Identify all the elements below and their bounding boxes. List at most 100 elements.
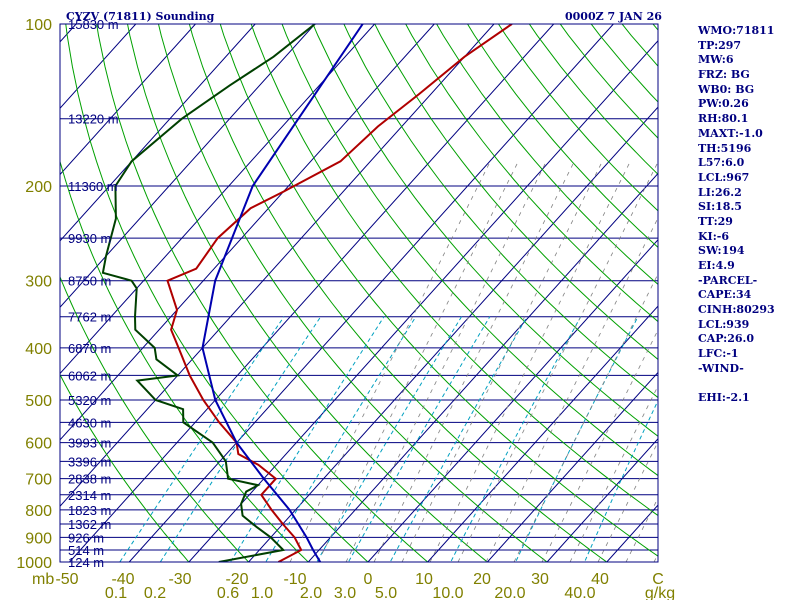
index-line: SW:194 xyxy=(698,244,745,258)
isotherm-line xyxy=(427,305,658,562)
index-line: PW:0.26 xyxy=(698,97,749,111)
index-line: MAXT:-1.0 xyxy=(698,126,763,140)
series-temperature-line xyxy=(166,24,513,562)
index-line: EHI:-2.1 xyxy=(698,391,750,405)
pressure-tick-label: 700 xyxy=(25,472,52,489)
moist-adiabat xyxy=(345,161,547,562)
isotherm-line xyxy=(188,40,658,562)
height-label: 1362 m xyxy=(68,517,111,532)
mixing-ratio-label: 2.0 xyxy=(300,585,322,600)
chart-title: CYZV (71811) Sounding xyxy=(66,10,215,23)
mixing-ratio-label: 5.0 xyxy=(375,585,397,600)
temperature-tick-label: -40 xyxy=(111,571,134,588)
temperature-tick-label: -20 xyxy=(225,571,248,588)
isotherm-line xyxy=(60,24,495,507)
index-line: CAP:26.0 xyxy=(698,332,755,346)
temperature-tick-label: -30 xyxy=(168,571,191,588)
index-line: EI:4.9 xyxy=(698,259,735,272)
index-line: CAPE:34 xyxy=(698,288,752,302)
dry-adiabat xyxy=(343,24,658,399)
moist-adiabat xyxy=(513,273,658,562)
mixing-ratio-line xyxy=(450,316,582,562)
height-label: 2838 m xyxy=(68,472,111,487)
mixing-ratio-label: 10.0 xyxy=(432,585,463,600)
moist-adiabat xyxy=(569,385,658,562)
dry-adiabat xyxy=(65,24,369,562)
isotherm-line xyxy=(248,106,658,562)
dry-adiabat xyxy=(405,24,658,323)
chart-time: 0000Z 7 JAN 26 xyxy=(565,10,662,23)
moist-adiabat xyxy=(401,161,603,562)
pressure-tick-label: 1000 xyxy=(16,555,52,572)
pressure-tick-label: 100 xyxy=(25,17,52,34)
mixing-ratio-line xyxy=(159,316,322,562)
height-label: 3396 m xyxy=(68,454,111,469)
temperature-tick-label: -50 xyxy=(55,571,78,588)
series-parcel-line xyxy=(201,24,364,562)
isotherm-line xyxy=(128,24,614,562)
moist-adiabat xyxy=(373,161,575,562)
pressure-tick-label: 200 xyxy=(25,179,52,196)
temperature-tick-label: 20 xyxy=(473,571,491,588)
index-line: -PARCEL- xyxy=(698,273,758,287)
index-line: LCL:967 xyxy=(698,170,750,184)
dry-adiabat xyxy=(60,159,309,562)
height-label: 1823 m xyxy=(68,503,111,518)
isotherm-line xyxy=(69,24,555,562)
mixing-ratio-line xyxy=(119,316,285,562)
index-line: LCL:939 xyxy=(698,317,750,331)
height-label: 3993 m xyxy=(68,436,111,451)
height-label: 11360 m xyxy=(68,179,118,194)
isotherm-line xyxy=(60,24,435,441)
height-label: 2314 m xyxy=(68,488,111,503)
index-line: SI:18.5 xyxy=(698,200,742,214)
temperature-tick-label: C xyxy=(652,571,664,588)
dry-adiabat xyxy=(60,373,190,562)
index-line: TH:5196 xyxy=(698,141,752,155)
temperature-tick-label: -10 xyxy=(283,571,306,588)
mixing-ratio-label: 0.2 xyxy=(144,585,166,600)
dry-adiabat xyxy=(250,24,658,517)
mixing-ratio-label: g/kg xyxy=(645,585,675,600)
dry-adiabat xyxy=(127,24,489,562)
isotherm-line xyxy=(60,24,256,242)
isotherm-line xyxy=(60,24,375,375)
height-label: 6870 m xyxy=(68,341,111,356)
mixing-ratio-line xyxy=(515,316,639,562)
isotherm-line xyxy=(307,172,658,562)
dry-adiabat xyxy=(188,24,608,562)
dry-adiabat xyxy=(219,24,658,557)
index-line: CINH:80293 xyxy=(698,303,775,317)
height-label: 6062 m xyxy=(68,368,111,383)
dry-adiabat xyxy=(281,24,658,477)
isotherm-line xyxy=(60,24,196,176)
temperature-tick-label: 30 xyxy=(531,571,549,588)
height-label: 7762 m xyxy=(68,310,111,325)
pressure-tick-label: 900 xyxy=(25,530,52,547)
pressure-tick-label: 300 xyxy=(25,274,52,291)
moist-adiabat xyxy=(317,161,519,562)
height-label: 8750 m xyxy=(68,274,111,289)
moist-adiabat xyxy=(457,161,658,562)
isotherm-line xyxy=(60,24,316,308)
moist-adiabat xyxy=(289,161,491,562)
mixing-ratio-line xyxy=(347,316,491,562)
index-line: LI:26.2 xyxy=(698,185,742,199)
index-line xyxy=(698,377,798,392)
index-line: L57:6.0 xyxy=(698,156,745,170)
moist-adiabat xyxy=(429,161,631,562)
height-label: 5320 m xyxy=(68,393,111,408)
height-label: 9930 m xyxy=(68,231,111,246)
height-label: 4630 m xyxy=(68,415,111,430)
mixing-ratio-label: 3.0 xyxy=(334,585,356,600)
dry-adiabat xyxy=(157,24,548,562)
dry-adiabat xyxy=(436,24,658,285)
height-label: 926 m xyxy=(68,530,104,545)
moist-adiabat xyxy=(541,329,658,562)
isotherm-line xyxy=(367,239,658,562)
dry-adiabat xyxy=(96,24,429,562)
index-line: RH:80.1 xyxy=(698,112,749,126)
index-line: TT:29 xyxy=(698,214,733,228)
mixing-ratio-line xyxy=(584,399,658,562)
moist-adiabat xyxy=(597,441,658,562)
